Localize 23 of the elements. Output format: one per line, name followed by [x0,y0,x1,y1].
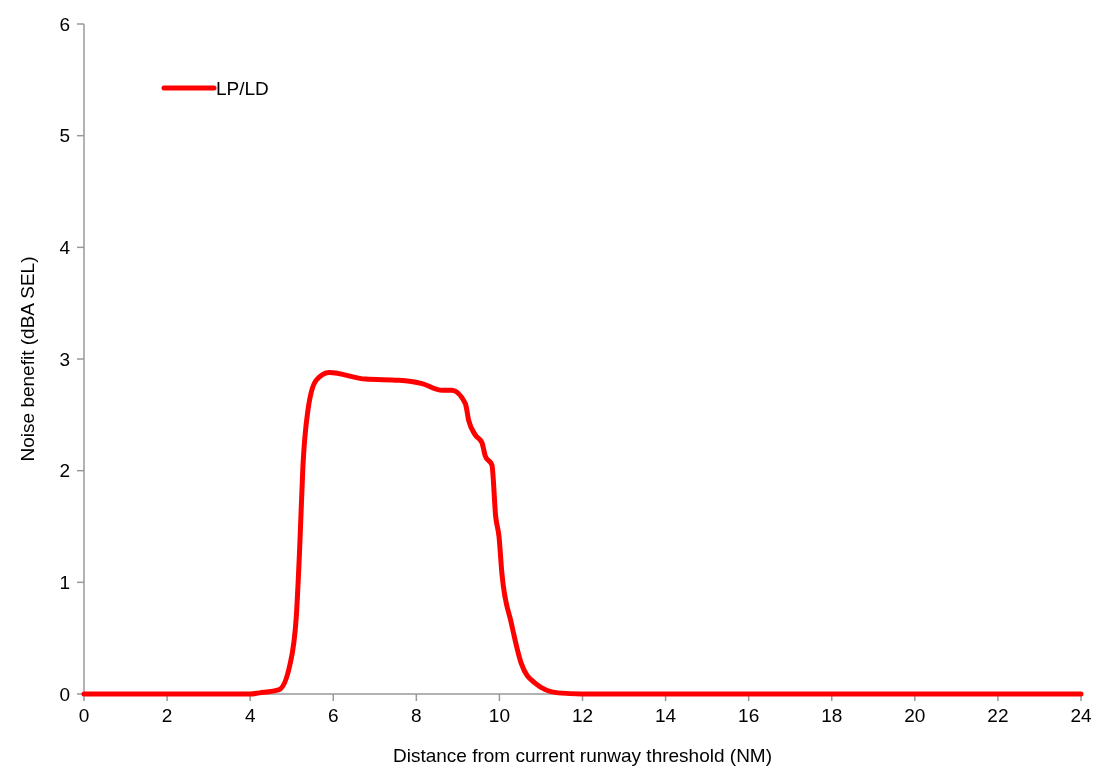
y-tick-label: 0 [59,683,70,705]
x-tick-label: 22 [987,705,1009,726]
y-tick-label: 3 [59,348,70,370]
x-tick-label: 4 [244,705,256,726]
x-tick-label: 18 [821,705,843,726]
y-tick-label: 2 [59,460,70,482]
y-tick-label: 1 [59,571,70,593]
x-tick-label: 12 [571,705,594,726]
x-tick-label: 8 [411,705,422,726]
x-tick-label: 6 [327,705,339,726]
y-tick-label: 6 [59,13,70,35]
x-tick-label: 24 [1070,705,1092,726]
y-tick-label: 4 [59,236,71,258]
x-axis-title: Distance from current runway threshold (NM) [392,745,773,766]
x-tick-label: 20 [904,705,926,726]
y-tick-label: 5 [59,125,70,147]
y-axis-title: Noise benefit (dBA SEL) [17,256,38,462]
x-tick-label: 16 [738,705,760,726]
legend-label: LP/LD [216,77,269,99]
x-tick-label: 2 [161,705,173,726]
x-tick-label: 14 [655,705,677,726]
x-tick-label: 0 [78,705,90,726]
x-tick-label: 10 [488,705,510,726]
